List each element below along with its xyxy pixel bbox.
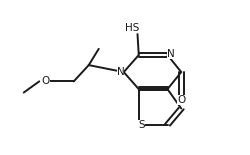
Text: N: N	[116, 67, 124, 77]
Text: N: N	[166, 49, 174, 59]
Text: O: O	[177, 95, 186, 105]
Text: HS: HS	[125, 23, 140, 33]
Text: S: S	[138, 120, 145, 130]
Text: O: O	[42, 76, 50, 86]
